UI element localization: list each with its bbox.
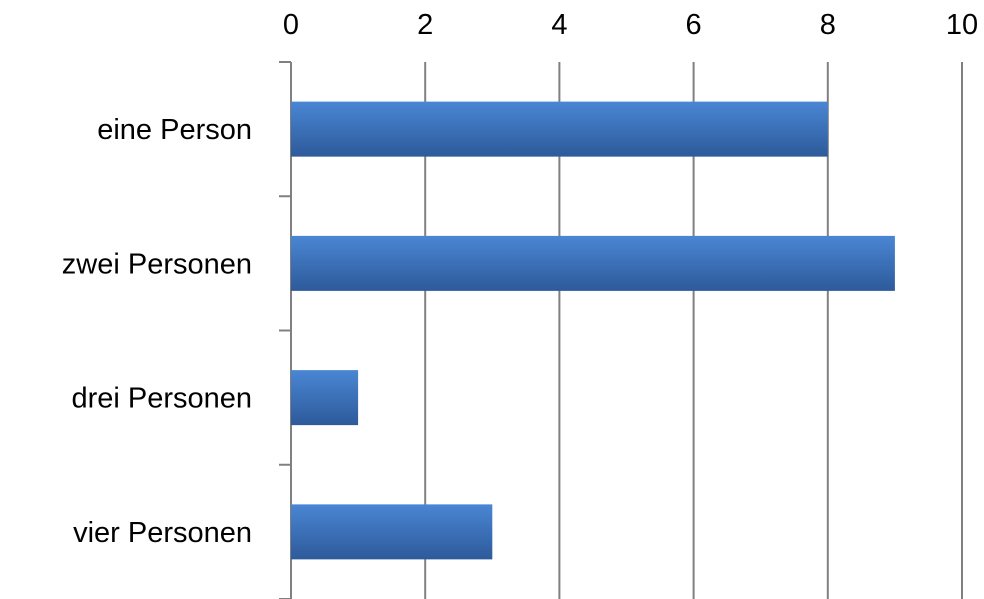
category-label: vier Personen bbox=[73, 517, 252, 549]
x-tick-label: 2 bbox=[417, 9, 433, 41]
label-layer: 0 2 4 6 8 10 eine Person zwei Personen drei Pers… bbox=[62, 9, 978, 549]
x-tick-label: 6 bbox=[686, 9, 702, 41]
bar-layer bbox=[291, 101, 895, 560]
x-tick-label: 0 bbox=[283, 9, 299, 41]
bar-1 bbox=[291, 235, 895, 291]
x-tick-label: 10 bbox=[946, 9, 978, 41]
category-label: eine Person bbox=[97, 114, 252, 146]
category-label: zwei Personen bbox=[62, 248, 252, 280]
bar-0 bbox=[291, 101, 828, 157]
x-tick-label: 4 bbox=[551, 9, 567, 41]
bar-2 bbox=[291, 370, 359, 426]
bar-3 bbox=[291, 504, 493, 560]
axis-layer bbox=[279, 61, 292, 599]
x-tick-label: 8 bbox=[820, 9, 836, 41]
category-label: drei Personen bbox=[71, 383, 252, 415]
